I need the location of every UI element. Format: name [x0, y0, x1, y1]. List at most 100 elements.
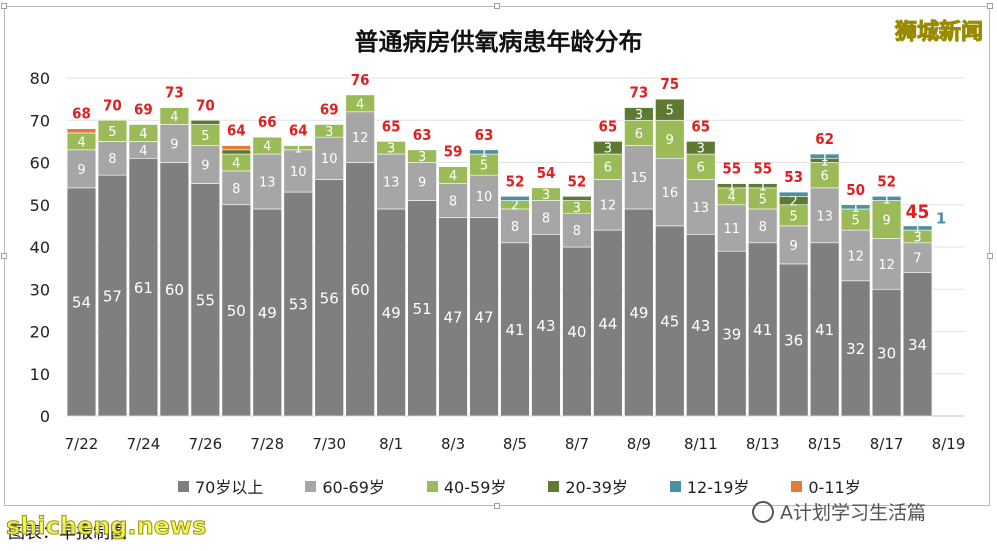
data-label-40-59: 4 — [728, 190, 736, 205]
data-label-60-69: 8 — [759, 220, 767, 235]
total-label: 64 — [289, 122, 308, 140]
data-label-40-59: 5 — [759, 192, 767, 207]
bar-segment-40-59 — [686, 153, 716, 180]
total-label: 65 — [691, 117, 710, 135]
bar-segment-60-69 — [190, 145, 221, 184]
data-label-70+: 50 — [227, 302, 246, 320]
bar-segment-20-39 — [748, 183, 778, 189]
total-label: 76 — [351, 71, 370, 89]
data-label-70+: 41 — [815, 321, 834, 339]
bar-segment-40-59 — [871, 200, 902, 239]
data-label-70+: 49 — [629, 304, 648, 322]
total-label: 50 — [846, 181, 865, 199]
wechat-account: A计划学习生活篇 — [752, 498, 926, 525]
bar-segment-12-19 — [871, 196, 902, 201]
data-label-40-59: 4 — [263, 140, 271, 155]
resize-handle[interactable] — [1, 253, 7, 259]
y-tick-label: 80 — [30, 69, 50, 88]
bar-segment-40-59 — [314, 124, 344, 138]
bar-segment-20-39 — [717, 183, 747, 189]
x-tick-label: 8/5 — [503, 435, 527, 453]
bar-segment-60-69 — [562, 212, 592, 248]
data-label-40-59: 3 — [325, 125, 333, 140]
x-tick-label: 7/24 — [127, 435, 161, 453]
bar-segment-40-59 — [655, 119, 685, 159]
data-label-20-39: 3 — [635, 108, 643, 123]
total-label: 53 — [784, 168, 803, 186]
wechat-icon — [752, 500, 774, 523]
data-label-40-59: 9 — [666, 133, 674, 148]
resize-handle[interactable] — [494, 3, 500, 9]
data-label-70+: 45 — [660, 313, 679, 331]
y-tick-label: 40 — [30, 238, 50, 257]
data-label-70+: 43 — [536, 317, 555, 335]
extra-data-label: 1 — [936, 209, 946, 227]
data-label-40-59: 4 — [77, 135, 85, 150]
data-label-12-19: 1 — [882, 192, 890, 207]
y-tick-label: 50 — [30, 196, 50, 215]
data-label-60-69: 9 — [77, 163, 85, 178]
total-label: 54 — [537, 164, 556, 182]
data-label-20-39: 5 — [666, 104, 674, 119]
bar-segment-40-59 — [128, 124, 159, 142]
data-label-70+: 49 — [258, 304, 277, 322]
total-label: 70 — [196, 96, 215, 114]
data-label-60-69: 8 — [232, 182, 240, 197]
data-label-60-69: 8 — [449, 194, 457, 209]
total-label: 52 — [877, 172, 896, 190]
data-label-60-69: 10 — [476, 190, 493, 205]
bar-segment-70+ — [748, 242, 778, 417]
bar-segment-70+ — [655, 225, 685, 417]
data-label-40-59: 4 — [170, 110, 178, 125]
legend-swatch — [178, 480, 189, 492]
bar-segment-60-69 — [593, 179, 623, 231]
y-tick-label: 20 — [30, 323, 50, 342]
bar-segment-70+ — [407, 200, 437, 417]
site-watermark: shicheng.news — [5, 512, 207, 541]
resize-handle[interactable] — [987, 253, 993, 259]
data-label-40-59: 3 — [542, 188, 550, 203]
x-tick-label: 8/1 — [379, 435, 403, 453]
data-label-40-59: 4 — [232, 156, 240, 171]
legend-item-20-39: 20-39岁 — [548, 474, 628, 498]
bar-segment-70+ — [159, 162, 190, 417]
bar-segment-70+ — [128, 157, 159, 417]
x-tick-label: 8/9 — [627, 435, 651, 453]
x-tick-label: 8/11 — [684, 435, 718, 453]
bar-segment-70+ — [840, 280, 871, 417]
legend-label: 60-69岁 — [322, 478, 385, 497]
data-label-40-59: 5 — [480, 159, 488, 174]
bar-segment-60-69 — [252, 153, 282, 210]
data-label-60-69: 13 — [383, 175, 400, 190]
legend-label: 40-59岁 — [443, 478, 507, 497]
legend-swatch — [669, 480, 681, 492]
data-label-20-39: 2 — [790, 194, 798, 209]
bar-segment-20-39 — [686, 141, 716, 155]
resize-handle[interactable] — [1, 3, 7, 9]
data-label-70+: 60 — [351, 281, 370, 299]
legend-item-40-59: 40-59岁 — [426, 474, 507, 498]
bar-segment-0-11 — [221, 145, 252, 151]
data-label-60-69: 12 — [878, 258, 895, 273]
bar-segment-70+ — [562, 246, 592, 417]
legend-label: 12-19岁 — [686, 478, 750, 497]
bar-segment-0-11 — [66, 128, 97, 134]
data-label-60-69: 10 — [321, 152, 338, 167]
bar-segment-40-59 — [624, 119, 654, 146]
x-tick-label: 7/22 — [65, 435, 99, 453]
legend-swatch — [426, 480, 438, 492]
bar-segment-60-69 — [809, 187, 840, 244]
bar-segment-70+ — [902, 272, 933, 417]
data-label-70+: 36 — [784, 332, 803, 350]
resize-handle[interactable] — [987, 3, 993, 9]
legend-label: 20-39岁 — [565, 478, 628, 497]
resize-handle[interactable] — [494, 503, 500, 509]
data-label-60-69: 8 — [108, 152, 116, 167]
bar-segment-60-69 — [840, 229, 871, 282]
x-tick-label: 8/19 — [932, 435, 966, 453]
total-label: 59 — [444, 143, 463, 161]
data-label-20-39: 1 — [728, 180, 736, 195]
legend-label: 0-11岁 — [808, 478, 861, 497]
data-label-70+: 56 — [320, 289, 339, 307]
data-label-70+: 30 — [877, 344, 896, 362]
